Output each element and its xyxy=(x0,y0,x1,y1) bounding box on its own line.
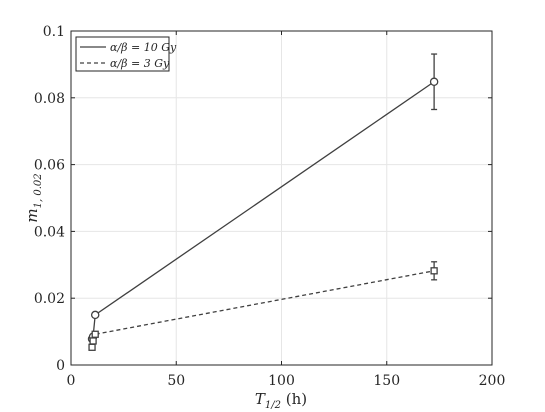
x-tick-label: 50 xyxy=(167,373,185,389)
series-layer xyxy=(87,53,439,351)
legend-box xyxy=(75,36,170,72)
y-tick-label: 0.06 xyxy=(34,158,65,174)
x-tick-label: 0 xyxy=(67,373,76,389)
series-2 xyxy=(88,261,438,351)
data-point xyxy=(429,77,439,87)
y-tick-label: 0.08 xyxy=(34,91,65,107)
legend-label-1: α/β = 10 Gy xyxy=(110,41,177,54)
y-axis-label: m1, 0.02 xyxy=(23,173,44,222)
x-tick-label: 150 xyxy=(373,373,400,389)
data-point xyxy=(430,267,438,275)
grid xyxy=(70,30,493,366)
x-axis-label: T1/2 (h) xyxy=(255,390,307,411)
legend: α/β = 10 Gy α/β = 3 Gy xyxy=(75,36,177,72)
x-tick-label: 100 xyxy=(268,373,295,389)
data-point xyxy=(89,337,97,345)
y-tick-label: 0 xyxy=(56,358,65,374)
y-tick-label: 0.1 xyxy=(43,24,65,40)
legend-label-2: α/β = 3 Gy xyxy=(110,57,170,70)
y-tick-label: 0.02 xyxy=(34,291,65,307)
data-point xyxy=(88,343,96,351)
data-point xyxy=(90,310,100,320)
data-point xyxy=(91,330,99,338)
series-line xyxy=(91,81,435,340)
x-tick-label: 200 xyxy=(479,373,506,389)
y-tick-label: 0.04 xyxy=(34,224,65,240)
axis-ticks: 0 50 100 150 200 0 0.02 0.04 0.06 0.08 0.1 xyxy=(34,24,506,389)
